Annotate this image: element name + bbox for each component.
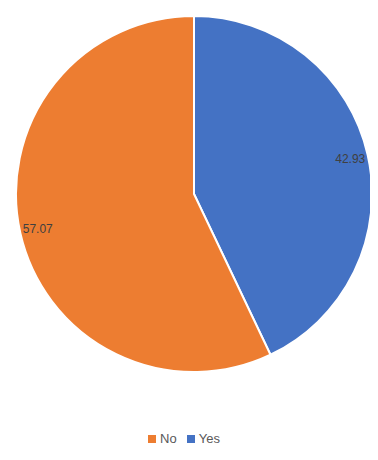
svg-text:42.93: 42.93: [335, 152, 365, 166]
html-text:Yes: Yes: [198, 431, 220, 446]
html-text:No: No: [160, 431, 177, 446]
svg-text:57.07: 57.07: [23, 222, 53, 236]
